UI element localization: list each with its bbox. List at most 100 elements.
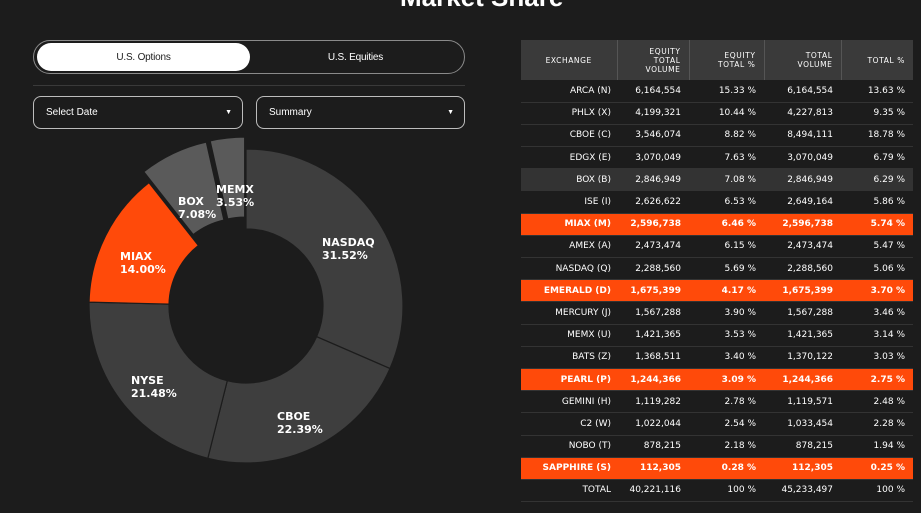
slice-label-nyse: NYSE (131, 374, 164, 387)
slice-label-box: BOX (178, 195, 204, 208)
slice-value-nasdaq: 31.52% (322, 249, 368, 262)
slice-value-memx: 3.53% (216, 196, 254, 209)
table-row: C2 (W) 1,022,044 2.54 % 1,033,454 2.28 % (521, 412, 913, 436)
table-cell: 15.33 % (689, 80, 764, 103)
table-cell: 3.46 % (841, 301, 913, 325)
table-cell: 5.69 % (689, 257, 764, 281)
slice-label-miax: MIAX (120, 250, 153, 263)
total-row: TOTAL 40,221,116 100 % 45,233,497 100 % (521, 479, 913, 503)
table-cell: 1,567,288 (617, 301, 689, 325)
table-cell: 6.29 % (841, 168, 913, 192)
table-cell: 9.35 % (841, 102, 913, 125)
table-cell: 1,244,366 (617, 368, 689, 392)
table-cell: 3,070,049 (617, 146, 689, 170)
table-cell: 2.78 % (689, 390, 764, 414)
column-header: EQUITY TOTAL % (689, 40, 765, 80)
table-cell: 2,288,560 (764, 257, 841, 281)
table-cell: 3.70 % (841, 279, 913, 303)
table-cell: 2,846,949 (617, 168, 689, 192)
table-cell: PHLX (X) (521, 102, 617, 125)
table-cell: 1,119,282 (617, 390, 689, 414)
table-cell: 8,494,111 (764, 124, 841, 148)
table-cell: SAPPHIRE (S) (521, 457, 617, 480)
table-row: BOX (B) 2,846,949 7.08 % 2,846,949 6.29 % (521, 168, 913, 192)
slice-value-miax: 14.00% (120, 263, 166, 276)
table-cell: 1,567,288 (764, 301, 841, 325)
donut-slice-box[interactable] (142, 141, 225, 236)
table-row: GEMINI (H) 1,119,282 2.78 % 1,119,571 2.48 % (521, 390, 913, 414)
table-cell: MIAX (M) (521, 213, 617, 236)
table-cell: 2.28 % (841, 412, 913, 436)
table-cell: 5.06 % (841, 257, 913, 281)
table-cell: 6.53 % (689, 190, 764, 214)
chevron-down-icon: ▼ (225, 109, 232, 116)
table-row: NOBO (T) 878,215 2.18 % 878,215 1.94 % (521, 435, 913, 458)
donut-slice-miax[interactable] (88, 181, 200, 305)
table-cell: 3.40 % (689, 346, 764, 369)
table-cell: 1,370,122 (764, 346, 841, 369)
table-cell: 1,022,044 (617, 412, 689, 436)
table-row: SAPPHIRE (S) 112,305 0.28 % 112,305 0.25 % (521, 457, 913, 480)
table-cell: 112,305 (764, 457, 841, 480)
table-cell: 2,626,622 (617, 190, 689, 214)
table-cell: PEARL (P) (521, 368, 617, 392)
us-options-tab[interactable]: U.S. Options (37, 43, 250, 71)
table-cell: 3.03 % (841, 346, 913, 369)
table-cell: 878,215 (764, 435, 841, 458)
table-cell: 3.09 % (689, 368, 764, 392)
table-cell: 1,675,399 (617, 279, 689, 303)
donut-slice-nyse[interactable] (88, 301, 229, 460)
table-cell: 5.86 % (841, 190, 913, 214)
column-header: EQUITY TOTAL VOLUME (617, 40, 690, 80)
table-cell: 3,070,049 (764, 146, 841, 170)
view-select[interactable]: Summary ▼ (256, 96, 465, 129)
table-cell: BOX (B) (521, 168, 617, 192)
table-cell: CBOE (C) (521, 124, 617, 148)
table-cell: 6,164,554 (764, 80, 841, 103)
table-cell: 0.25 % (841, 457, 913, 480)
slice-label-memx: MEMX (216, 183, 254, 196)
table-cell: 3,546,074 (617, 124, 689, 148)
table-row: BATS (Z) 1,368,511 3.40 % 1,370,122 3.03 % (521, 346, 913, 369)
table-row: NASDAQ (Q) 2,288,560 5.69 % 2,288,560 5.06 % (521, 257, 913, 281)
table-cell: 3.90 % (689, 301, 764, 325)
table-cell: 100 % (689, 479, 764, 503)
table-cell: 2.54 % (689, 412, 764, 436)
table-cell: BATS (Z) (521, 346, 617, 369)
date-select[interactable]: Select Date ▼ (33, 96, 243, 129)
donut-slice-cboe[interactable] (207, 335, 391, 464)
table-row: MEMX (U) 1,421,365 3.53 % 1,421,365 3.14 % (521, 324, 913, 347)
table-row: EMERALD (D) 1,675,399 4.17 % 1,675,399 3.70 … (521, 279, 913, 303)
table-cell: 8.82 % (689, 124, 764, 148)
table-cell: 2.48 % (841, 390, 913, 414)
table-cell: ARCA (N) (521, 80, 617, 103)
table-cell: 2,649,164 (764, 190, 841, 214)
chevron-down-icon: ▼ (447, 109, 454, 116)
table-cell: 2,473,474 (617, 235, 689, 259)
table-cell: 6,164,554 (617, 80, 689, 103)
table-cell: 878,215 (617, 435, 689, 458)
table-cell: 3.53 % (689, 324, 764, 347)
slice-value-cboe: 22.39% (277, 423, 323, 436)
table-cell: 4,227,813 (764, 102, 841, 125)
donut-slice-memx[interactable] (209, 136, 246, 220)
table-cell: 1,033,454 (764, 412, 841, 436)
table-cell: 5.74 % (841, 213, 913, 236)
table-row: CBOE (C) 3,546,074 8.82 % 8,494,111 18.78 % (521, 124, 913, 148)
table-cell: 4,199,321 (617, 102, 689, 125)
donut-slice-nasdaq[interactable] (245, 148, 404, 370)
table-cell: 1,244,366 (764, 368, 841, 392)
table-cell: NOBO (T) (521, 435, 617, 458)
us-equities-tab[interactable]: U.S. Equities (327, 51, 384, 63)
table-cell: 1,421,365 (617, 324, 689, 347)
table-cell: 18.78 % (841, 124, 913, 148)
table-cell: 2,288,560 (617, 257, 689, 281)
table-cell: 45,233,497 (764, 479, 841, 503)
table-cell: EDGX (E) (521, 146, 617, 170)
table-cell: NASDAQ (Q) (521, 257, 617, 281)
table-cell: MEMX (U) (521, 324, 617, 347)
table-row: PHLX (X) 4,199,321 10.44 % 4,227,813 9.35 % (521, 102, 913, 125)
table-row: ISE (I) 2,626,622 6.53 % 2,649,164 5.86 % (521, 190, 913, 214)
table-cell: 2,473,474 (764, 235, 841, 259)
